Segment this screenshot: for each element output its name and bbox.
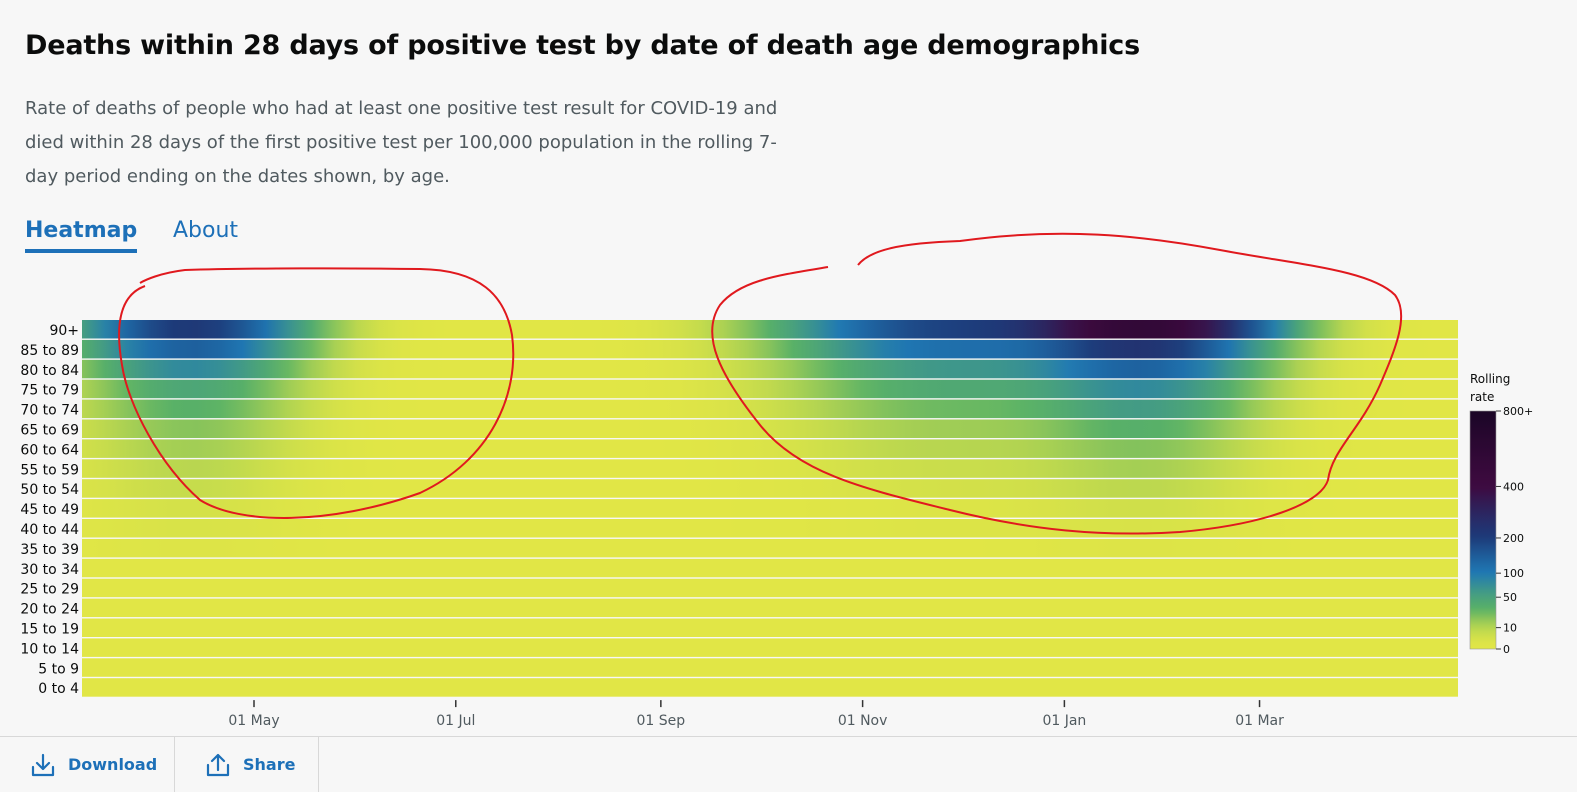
heatmap-row (82, 658, 1458, 677)
legend-title: Rolling (1470, 372, 1510, 386)
heatmap-rows (82, 320, 1458, 697)
y-tick-label: 50 to 54 (20, 482, 79, 498)
heatmap-row (82, 678, 1458, 697)
heatmap-row (82, 479, 1458, 498)
heatmap-chart: 90+ 85 to 89 80 to 84 75 to 79 70 to 74 65 to… (20, 232, 1533, 729)
heatmap-row (82, 439, 1458, 458)
annotation-circle-second-wave (711, 232, 1403, 535)
y-axis-labels: 90+ 85 to 89 80 to 84 75 to 79 70 to 74 65 to… (20, 323, 79, 697)
y-tick-label: 30 to 34 (20, 562, 79, 578)
tab-about[interactable]: About (173, 218, 239, 243)
download-label: Download (68, 755, 158, 774)
x-axis: 01 May 01 Jul 01 Sep 01 Nov 01 Jan 01 Mar (228, 700, 1284, 729)
footer-bar: Download Share (0, 736, 1577, 792)
heatmap-row (82, 459, 1458, 478)
y-tick-label: 40 to 44 (20, 522, 79, 538)
heatmap-row (82, 499, 1458, 518)
y-tick-label: 5 to 9 (38, 661, 79, 677)
y-tick-label: 90+ (49, 323, 79, 339)
y-tick-label: 70 to 74 (20, 403, 79, 419)
download-button[interactable]: Download (0, 737, 175, 792)
share-label: Share (243, 755, 296, 774)
legend-tick-label: 50 (1503, 591, 1517, 604)
x-tick-label: 01 Mar (1235, 713, 1284, 729)
share-icon (206, 753, 230, 776)
heatmap-row (82, 359, 1458, 379)
legend-tick-label: 200 (1503, 532, 1524, 545)
y-tick-label: 0 to 4 (38, 681, 79, 697)
x-tick-label: 01 Jan (1042, 713, 1086, 729)
tab-heatmap[interactable]: Heatmap (25, 218, 138, 253)
heatmap-row (82, 399, 1458, 419)
y-tick-label: 55 to 59 (20, 462, 79, 478)
share-button[interactable]: Share (175, 737, 319, 792)
heatmap-row (82, 578, 1458, 598)
y-tick-label: 80 to 84 (20, 363, 79, 379)
legend-tick-label: 0 (1503, 643, 1510, 656)
legend-tick-label: 400 (1503, 480, 1524, 493)
heatmap-row (82, 638, 1458, 657)
y-tick-label: 60 to 64 (20, 442, 79, 458)
heatmap-row (82, 419, 1458, 438)
y-tick-label: 10 to 14 (20, 641, 79, 657)
y-tick-label: 15 to 19 (20, 622, 79, 638)
y-tick-label: 75 to 79 (20, 383, 79, 399)
y-tick-label: 35 to 39 (20, 542, 79, 558)
hand-drawn-annotations (118, 232, 1403, 535)
heatmap-row (82, 598, 1458, 618)
heatmap-row (82, 558, 1458, 578)
page-title: Deaths within 28 days of positive test b… (25, 30, 1140, 61)
x-tick-label: 01 Nov (838, 713, 888, 729)
legend-tick-label: 10 (1503, 622, 1517, 635)
annotation-circle-first-wave (118, 267, 515, 519)
heatmap-row (82, 538, 1458, 558)
heatmap-row (82, 339, 1458, 359)
legend-color-bar (1469, 410, 1497, 650)
legend-title: rate (1470, 390, 1494, 404)
x-tick-label: 01 May (228, 713, 279, 729)
legend-tick-label: 100 (1503, 567, 1524, 580)
legend-tick-label: 800+ (1503, 405, 1533, 418)
x-tick-label: 01 Jul (436, 713, 475, 729)
download-icon (31, 753, 55, 776)
y-tick-label: 20 to 24 (20, 602, 79, 618)
y-tick-label: 45 to 49 (20, 502, 79, 518)
chart-description: Rate of deaths of people who had at leas… (25, 98, 778, 187)
heatmap-row (82, 618, 1458, 637)
y-tick-label: 85 to 89 (20, 343, 79, 359)
heatmap-row (82, 320, 1458, 339)
heatmap-row (82, 379, 1458, 399)
x-tick-label: 01 Sep (637, 713, 686, 729)
y-tick-label: 25 to 29 (20, 582, 79, 598)
y-tick-label: 65 to 69 (20, 423, 79, 439)
